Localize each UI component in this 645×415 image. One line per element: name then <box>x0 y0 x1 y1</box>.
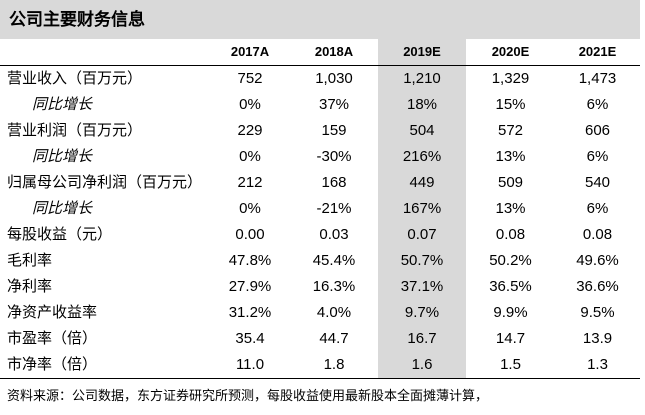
value-cell: 606 <box>584 122 611 139</box>
table-row: 毛利率 47.8% 45.4% 50.7% 50.2% 49.6% <box>0 248 640 274</box>
value-cell: 47.8% <box>228 252 272 269</box>
table-body: 营业收入（百万元） 752 1,030 1,210 1,329 1,473 同比增长 0% 37… <box>0 65 640 379</box>
source-note: 资料来源：公司数据，东方证券研究所预测，每股收益使用最新股本全面摊薄计算， <box>7 388 489 403</box>
value-cell: 1.5 <box>466 352 555 379</box>
value-cell: 504 <box>378 118 466 144</box>
value-cell: 0.08 <box>495 226 526 243</box>
value-cell: 13% <box>495 200 526 217</box>
table-row: 归属母公司净利润（百万元） 212 168 449 509 540 <box>0 170 640 196</box>
row-label: 净利率 <box>7 278 53 295</box>
value-cell: 50.7% <box>378 248 466 274</box>
column-header-2021e: 2021E <box>555 39 640 66</box>
header-label-cell <box>0 39 210 66</box>
value-cell: 509 <box>497 174 524 191</box>
value-cell: 36.5% <box>489 278 532 295</box>
value-cell: 37.1% <box>378 274 466 300</box>
column-header-2020e: 2020E <box>466 39 555 66</box>
row-sublabel: 同比增长 <box>32 96 93 113</box>
value-cell: 1.6 <box>378 352 466 379</box>
value-cell: 50.2% <box>489 252 532 269</box>
value-cell: 35.4 <box>235 330 265 347</box>
row-label: 每股收益（元） <box>7 226 113 243</box>
value-cell: 159 <box>321 122 347 139</box>
value-cell: 0.07 <box>378 222 466 248</box>
financial-table-container: 2017A 2018A 2019E 2020E 2021E 营业收入（百万元） 752 1,… <box>0 39 640 379</box>
financial-table: 2017A 2018A 2019E 2020E 2021E 营业收入（百万元） 752 1,… <box>0 39 640 379</box>
value-cell: 1.3 <box>555 352 640 379</box>
value-cell: 167% <box>378 196 466 222</box>
value-cell: 0% <box>239 148 261 165</box>
value-cell: 0% <box>239 200 261 217</box>
value-cell: 1,030 <box>315 70 353 87</box>
value-cell: 9.9% <box>493 304 528 321</box>
value-cell: 1.8 <box>290 352 378 379</box>
value-cell: 36.6% <box>576 278 619 295</box>
value-cell: 752 <box>237 70 263 87</box>
value-cell: 572 <box>497 122 524 139</box>
value-cell: 16.7 <box>378 326 466 352</box>
value-cell: 37% <box>318 96 350 113</box>
value-cell: 168 <box>321 174 347 191</box>
table-row: 每股收益（元） 0.00 0.03 0.07 0.08 0.08 <box>0 222 640 248</box>
row-label: 营业收入（百万元） <box>7 70 143 87</box>
value-cell: 229 <box>237 122 263 139</box>
value-cell: 13.9 <box>582 330 613 347</box>
value-cell: 1,473 <box>578 70 617 87</box>
value-cell: 1,329 <box>491 70 530 87</box>
value-cell: 6% <box>586 148 609 165</box>
value-cell: 540 <box>584 174 611 191</box>
value-cell: 0% <box>239 96 261 113</box>
row-label: 市净率（倍） <box>0 352 210 379</box>
table-row: 营业收入（百万元） 752 1,030 1,210 1,329 1,473 <box>0 65 640 92</box>
value-cell: 216% <box>378 144 466 170</box>
value-cell: 13% <box>495 148 526 165</box>
table-row: 净利率 27.9% 16.3% 37.1% 36.5% 36.6% <box>0 274 640 300</box>
table-title: 公司主要财务信息 <box>0 0 640 39</box>
table-row: 市盈率（倍） 35.4 44.7 16.7 14.7 13.9 <box>0 326 640 352</box>
column-header-2019e: 2019E <box>378 39 466 66</box>
value-cell: 15% <box>495 96 526 113</box>
value-cell: 0.08 <box>582 226 613 243</box>
value-cell: 11.0 <box>210 352 290 379</box>
table-row: 同比增长 0% -30% 216% 13% 6% <box>0 144 640 170</box>
value-cell: 4.0% <box>316 304 352 321</box>
value-cell: 14.7 <box>495 330 526 347</box>
value-cell: 0.00 <box>235 226 265 243</box>
row-sublabel: 同比增长 <box>32 200 93 217</box>
value-cell: 0.03 <box>319 226 349 243</box>
value-cell: 6% <box>586 96 609 113</box>
value-cell: 6% <box>586 200 609 217</box>
value-cell: 1,210 <box>378 65 466 92</box>
value-cell: 27.9% <box>228 278 272 295</box>
row-label: 营业利润（百万元） <box>7 122 143 139</box>
row-label: 净资产收益率 <box>7 304 98 321</box>
value-cell: 31.2% <box>228 304 272 321</box>
value-cell: 49.6% <box>576 252 619 269</box>
value-cell: 16.3% <box>312 278 356 295</box>
table-row: 同比增长 0% -21% 167% 13% 6% <box>0 196 640 222</box>
column-header-2017a: 2017A <box>210 39 290 66</box>
value-cell: 45.4% <box>312 252 356 269</box>
value-cell: 9.5% <box>580 304 615 321</box>
table-row: 同比增长 0% 37% 18% 15% 6% <box>0 92 640 118</box>
column-header-2018a: 2018A <box>290 39 378 66</box>
table-header-row: 2017A 2018A 2019E 2020E 2021E <box>0 39 640 66</box>
value-cell: 449 <box>378 170 466 196</box>
row-sublabel: 同比增长 <box>32 148 93 165</box>
table-row: 市净率（倍） 11.0 1.8 1.6 1.5 1.3 <box>0 352 640 379</box>
row-label: 毛利率 <box>7 252 53 269</box>
value-cell: -21% <box>316 200 352 217</box>
value-cell: 9.7% <box>378 300 466 326</box>
row-label: 归属母公司净利润（百万元） <box>7 174 203 191</box>
value-cell: 212 <box>237 174 263 191</box>
value-cell: -30% <box>316 148 352 165</box>
value-cell: 18% <box>378 92 466 118</box>
row-label: 市盈率（倍） <box>7 330 98 347</box>
value-cell: 44.7 <box>319 330 349 347</box>
table-row: 净资产收益率 31.2% 4.0% 9.7% 9.9% 9.5% <box>0 300 640 326</box>
table-row: 营业利润（百万元） 229 159 504 572 606 <box>0 118 640 144</box>
